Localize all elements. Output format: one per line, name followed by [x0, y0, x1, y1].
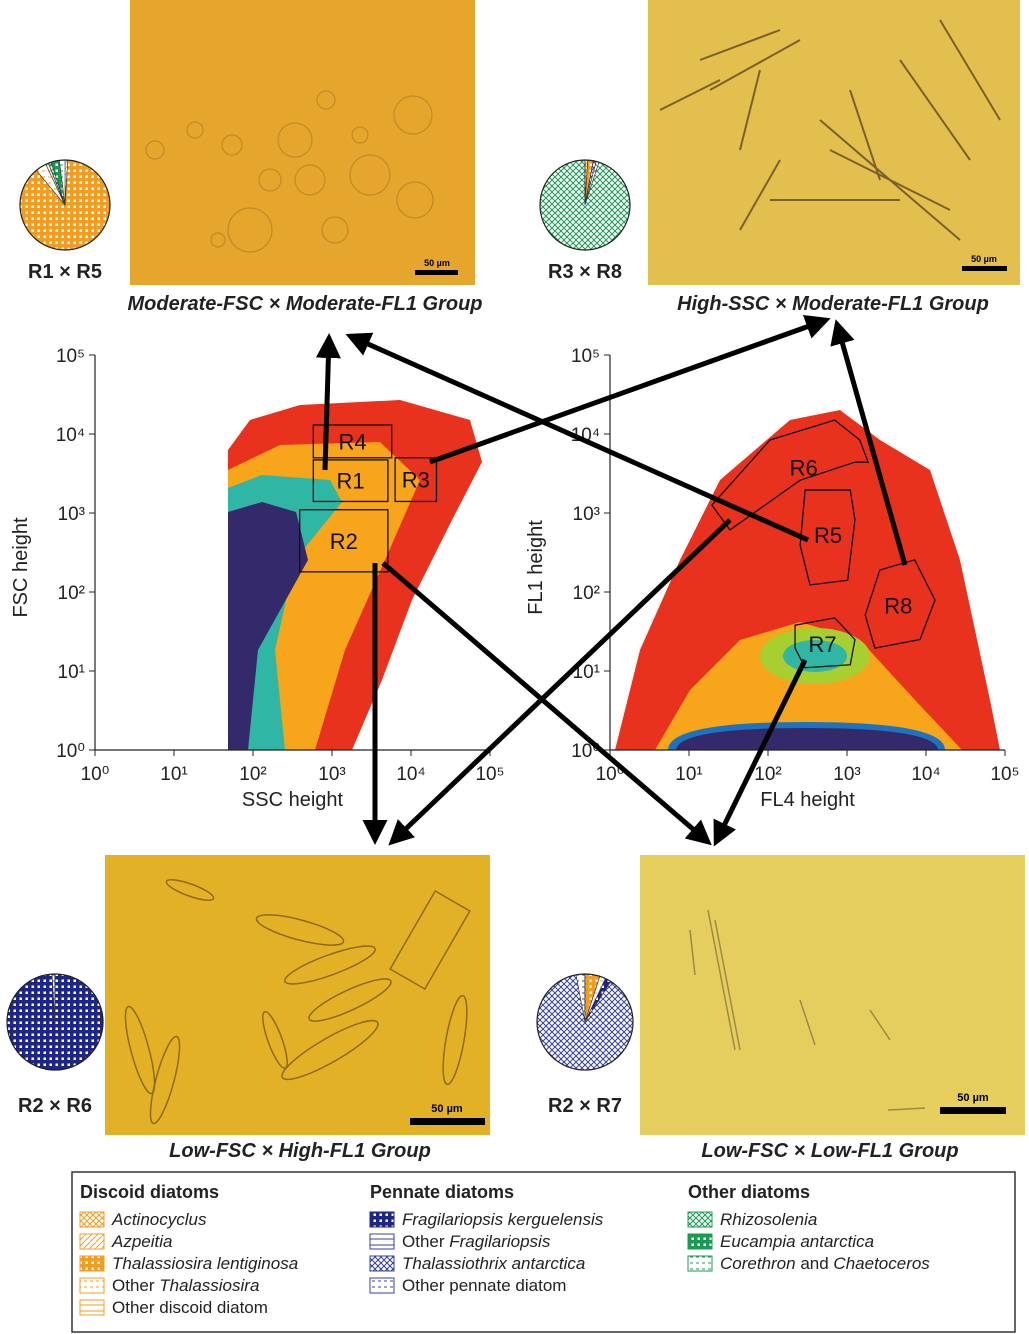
x-axis-label: SSC height	[242, 789, 344, 811]
y-tick-label: 10⁵	[571, 346, 600, 367]
x-tick-label: 10¹	[675, 764, 702, 785]
micrograph-top-left	[130, 0, 475, 285]
pie-title: R2 × R6	[18, 1095, 92, 1117]
legend-label-part: Chaetoceros	[833, 1254, 930, 1273]
legend-swatch	[688, 1212, 712, 1227]
legend-group-title: Discoid diatoms	[80, 1182, 219, 1202]
legend-label-part: Rhizosolenia	[720, 1210, 817, 1229]
figure: Moderate-FSC × Moderate-FL1 Group High-S…	[0, 0, 1029, 1334]
y-tick-label: 10²	[573, 583, 600, 604]
legend-label: Thalassiothrix antarctica	[402, 1254, 585, 1273]
legend-label: Fragilariopsis kerguelensis	[402, 1210, 604, 1229]
x-tick-label: 10²	[754, 764, 781, 785]
caption: Low-FSC × Low-FL1 Group	[701, 1140, 958, 1162]
legend-label-part: Thalassiothrix antarctica	[402, 1254, 585, 1273]
x-tick-label: 10⁵	[475, 764, 504, 785]
x-tick-label: 10³	[833, 764, 860, 785]
gate-label: R4	[338, 429, 366, 454]
legend-label: Actinocyclus	[111, 1210, 207, 1229]
legend-swatch	[80, 1234, 104, 1249]
caption: High-SSC × Moderate-FL1 Group	[677, 293, 989, 315]
x-tick-label: 10³	[318, 764, 345, 785]
legend-label: Thalassiosira lentiginosa	[112, 1254, 298, 1273]
x-axis-label: FL4 height	[760, 789, 855, 811]
legend-label-part: Eucampia antarctica	[720, 1232, 874, 1251]
legend-label: Corethron and Chaetoceros	[720, 1254, 930, 1273]
y-tick-label: 10⁰	[56, 741, 85, 762]
gate-label: R3	[402, 468, 430, 493]
legend-label: Eucampia antarctica	[720, 1232, 874, 1251]
legend-swatch	[80, 1300, 104, 1315]
legend-label: Rhizosolenia	[720, 1210, 817, 1229]
legend-swatch	[370, 1212, 394, 1227]
scale-bar-label: 50 µm	[957, 1092, 989, 1104]
legend-group-title: Pennate diatoms	[370, 1182, 514, 1202]
legend-group-title: Other diatoms	[688, 1182, 810, 1202]
gate-label: R8	[884, 593, 912, 618]
caption: Moderate-FSC × Moderate-FL1 Group	[127, 293, 482, 315]
legend-label-part: Other discoid diatom	[112, 1298, 268, 1317]
legend-label-part: Fragilariopsis	[449, 1232, 551, 1251]
pie-title: R3 × R8	[548, 261, 622, 283]
legend-swatch	[80, 1212, 104, 1227]
legend-label-part: Azpeitia	[111, 1232, 172, 1251]
micrograph-bottom-left	[105, 855, 490, 1135]
y-axis-label: FL1 height	[525, 520, 547, 615]
y-tick-label: 10³	[58, 504, 85, 525]
gate-label: R2	[330, 529, 358, 554]
legend-label-part: Actinocyclus	[111, 1210, 207, 1229]
scale-bar-label: 50 µm	[971, 254, 997, 264]
y-axis-label: FSC height	[10, 517, 32, 617]
scale-bar-label: 50 µm	[431, 1103, 463, 1115]
legend-swatch	[80, 1256, 104, 1271]
legend-label-part: and	[796, 1254, 834, 1273]
legend-label-part: Corethron	[720, 1254, 796, 1273]
legend-label: Other Thalassiosira	[112, 1276, 259, 1295]
x-tick-label: 10⁰	[81, 764, 110, 785]
legend-label: Other discoid diatom	[112, 1298, 268, 1317]
legend-swatch	[370, 1256, 394, 1271]
x-tick-label: 10⁵	[990, 764, 1019, 785]
legend-swatch	[370, 1278, 394, 1293]
legend-swatch	[688, 1234, 712, 1249]
gate-label: R1	[337, 469, 365, 494]
gate-label: R6	[790, 455, 818, 480]
legend-swatch	[80, 1278, 104, 1293]
legend-swatch	[370, 1234, 394, 1249]
y-tick-label: 10⁵	[56, 346, 85, 367]
micrograph-top-right	[648, 0, 1020, 285]
y-tick-label: 10³	[573, 504, 600, 525]
legend-label: Azpeitia	[111, 1232, 172, 1251]
y-tick-label: 10⁴	[56, 425, 85, 446]
gate-label: R7	[808, 632, 836, 657]
legend-label-part: Thalassiosira lentiginosa	[112, 1254, 298, 1273]
legend-label: Other pennate diatom	[402, 1276, 566, 1295]
x-tick-label: 10²	[239, 764, 266, 785]
x-tick-label: 10¹	[160, 764, 187, 785]
x-tick-label: 10⁴	[911, 764, 940, 785]
legend-label-part: Fragilariopsis kerguelensis	[402, 1210, 604, 1229]
legend-label-part: Other pennate diatom	[402, 1276, 566, 1295]
y-tick-label: 10²	[58, 583, 85, 604]
pie-title: R2 × R7	[548, 1095, 622, 1117]
legend-label-part: Thalassiosira	[159, 1276, 259, 1295]
legend-label-part: Other	[402, 1232, 449, 1251]
y-tick-label: 10¹	[58, 662, 85, 683]
caption: Low-FSC × High-FL1 Group	[169, 1140, 431, 1162]
x-tick-label: 10⁴	[396, 764, 425, 785]
legend-swatch	[688, 1256, 712, 1271]
scale-bar-label: 50 µm	[424, 258, 450, 268]
legend-label-part: Other	[112, 1276, 159, 1295]
gate-label: R5	[814, 523, 842, 548]
legend-label: Other Fragilariopsis	[402, 1232, 551, 1251]
pie-title: R1 × R5	[28, 261, 102, 283]
